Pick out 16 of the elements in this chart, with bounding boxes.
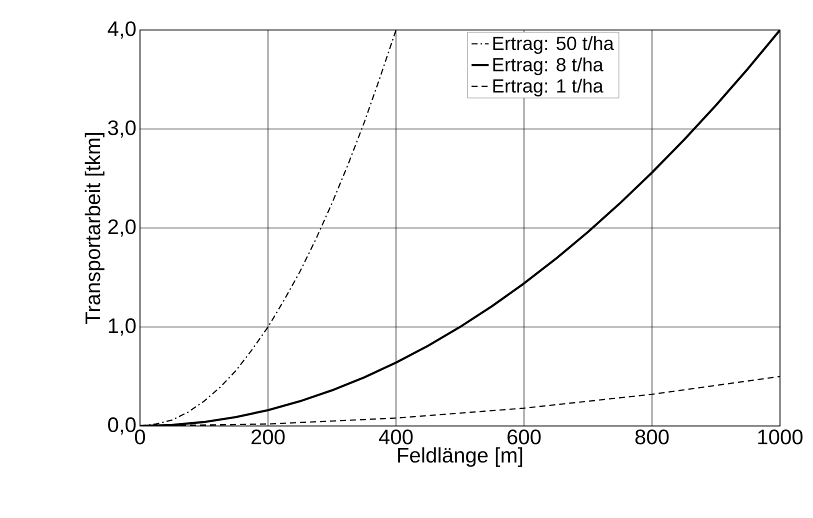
x-tick-label: 1000	[758, 430, 803, 444]
legend-label: Ertrag: 8 t/ha	[493, 57, 604, 76]
legend-label: Ertrag: 50 t/ha	[493, 36, 614, 54]
x-axis-title: Feldlänge [m]	[398, 447, 522, 467]
y-tick-label: 3,0	[108, 120, 136, 138]
x-tick-label: 0	[134, 430, 146, 444]
legend-label: Ertrag: 1 t/ha	[493, 78, 604, 96]
x-tick-label: 200	[252, 430, 285, 444]
x-tick-label: 400	[378, 430, 413, 444]
y-tick-label: 4,0	[108, 21, 136, 39]
y-axis-title: Transportarbeit [tkm]	[84, 133, 104, 324]
y-tick-label: 2,0	[108, 219, 136, 237]
x-tick-label: 600	[508, 430, 541, 444]
x-tick-label: 800	[635, 430, 669, 444]
y-tick-label: 0,0	[108, 417, 136, 435]
y-tick-label: 1,0	[108, 318, 136, 336]
